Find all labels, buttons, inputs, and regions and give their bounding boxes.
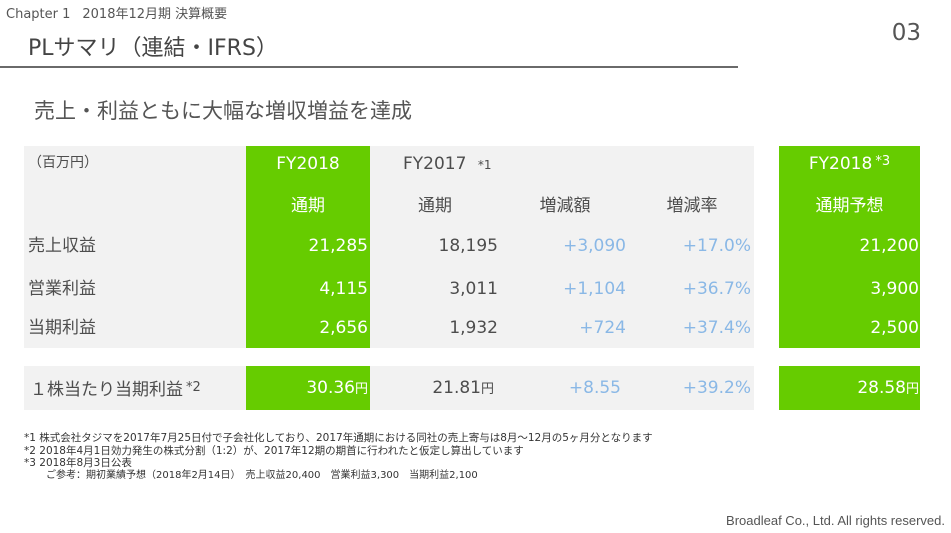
operating-profit-rate: +36.7% <box>682 279 751 299</box>
eps-label: １株当たり当期利益 <box>30 380 183 400</box>
eps-panel <box>24 366 754 410</box>
chapter-label: Chapter 1 2018年12月期 決算概要 <box>6 3 227 22</box>
fy2018-header: FY2018 <box>276 154 340 174</box>
page-title: PLサマリ（連結・IFRS） <box>28 36 278 61</box>
yen-unit: 円 <box>905 382 919 397</box>
chapter-number: Chapter 1 <box>6 7 71 22</box>
operating-profit-change: +1,104 <box>563 279 626 299</box>
footnote-1: *1 株式会社タジマを2017年7月25日付で子会社化しており、2017年通期に… <box>24 432 653 444</box>
fy2018-eps-cell-bg <box>246 366 370 410</box>
eps-forecast-value: 28.58 <box>857 378 906 398</box>
col-full-year-2018: 通期 <box>291 196 325 216</box>
row-label-eps: １株当たり当期利益 *2 <box>30 378 201 400</box>
net-profit-forecast: 2,500 <box>870 318 919 338</box>
period-label: 2018年12月期 決算概要 <box>82 7 228 22</box>
unit-label: （百万円） <box>28 155 98 171</box>
eps-fy2018: 30.36円 <box>246 378 368 400</box>
operating-profit-fy2017: 3,011 <box>449 279 498 299</box>
eps-forecast: 28.58円 <box>779 378 919 400</box>
operating-profit-fy2018: 4,115 <box>319 279 368 299</box>
eps-fy2017: 21.81円 <box>380 378 494 400</box>
eps-rate: +39.2% <box>682 378 751 398</box>
revenue-forecast: 21,200 <box>859 236 919 256</box>
footnotes: *1 株式会社タジマを2017年7月25日付で子会社化しており、2017年通期に… <box>24 432 653 482</box>
eps-change: +8.55 <box>568 378 621 398</box>
title-divider <box>0 66 738 68</box>
eps-fy2017-value: 21.81 <box>432 378 481 398</box>
revenue-fy2017: 18,195 <box>438 236 498 256</box>
footnote-reference: ご参考：期初業績予想（2018年2月14日） 売上収益20,400 営業利益3,… <box>46 469 478 481</box>
eps-footnote-mark: *2 <box>186 380 201 395</box>
revenue-rate: +17.0% <box>682 236 751 256</box>
footnote-3: *3 2018年8月3日公表 <box>24 457 132 469</box>
col-forecast: 通期予想 <box>815 196 884 216</box>
revenue-change: +3,090 <box>563 236 626 256</box>
operating-profit-forecast: 3,900 <box>870 279 919 299</box>
revenue-fy2018: 21,285 <box>308 236 368 256</box>
forecast-footnote-mark: *3 <box>875 154 891 169</box>
col-change-rate: 増減率 <box>666 196 718 216</box>
row-label-revenue: 売上収益 <box>28 236 96 256</box>
col-full-year-2017: 通期 <box>418 196 452 216</box>
fy2018-main-column <box>246 146 370 348</box>
eps-fy2018-value: 30.36 <box>306 378 355 398</box>
headline: 売上・利益ともに大幅な増収増益を達成 <box>34 99 412 123</box>
page-number: 03 <box>891 20 921 46</box>
net-profit-fy2017: 1,932 <box>449 318 498 338</box>
main-table-panel <box>24 146 754 348</box>
copyright-footer: Broadleaf Co., Ltd. All rights reserved. <box>726 513 945 528</box>
net-profit-change: +724 <box>579 318 626 338</box>
row-label-net-profit: 当期利益 <box>28 318 96 338</box>
yen-unit: 円 <box>354 382 368 397</box>
col-change-amount: 増減額 <box>539 196 591 216</box>
net-profit-fy2018: 2,656 <box>319 318 368 338</box>
net-profit-rate: +37.4% <box>682 318 751 338</box>
fy2017-footnote-mark: *1 <box>477 158 492 172</box>
forecast-fy-label: FY2018 <box>808 154 873 174</box>
forecast-header: FY2018 *3 <box>779 152 920 174</box>
yen-unit: 円 <box>480 382 494 397</box>
forecast-eps-cell-bg <box>779 366 920 410</box>
footnote-2: *2 2018年4月1日効力発生の株式分割（1:2）が、2017年12期の期首に… <box>24 444 524 457</box>
forecast-main-column <box>779 146 920 348</box>
fy2017-header: FY2017 *1 <box>403 154 491 175</box>
row-label-operating-profit: 営業利益 <box>28 279 96 299</box>
fy2017-label: FY2017 <box>403 154 467 174</box>
